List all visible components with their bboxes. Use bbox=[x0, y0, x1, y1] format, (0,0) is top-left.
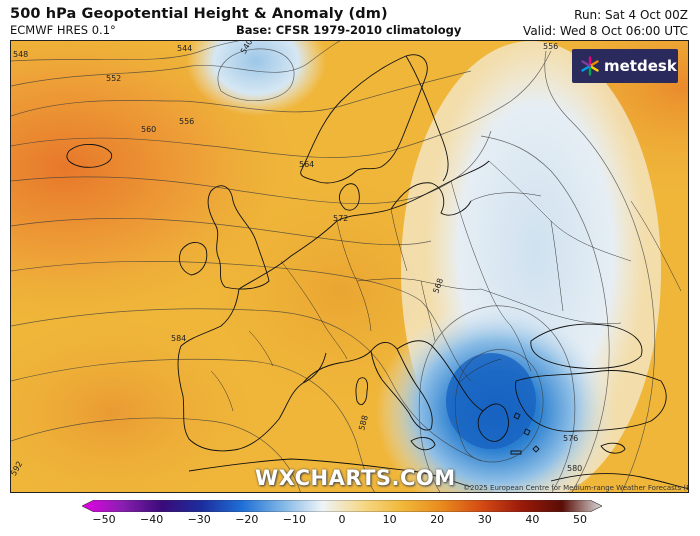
contour-label: 560 bbox=[141, 125, 156, 134]
anomaly-map[interactable]: 548 544 540 552 556 560 564 572 568 584 … bbox=[10, 40, 689, 493]
contour-label: 544 bbox=[177, 44, 192, 53]
coastlines bbox=[66, 54, 688, 490]
base-climatology-label: Base: CFSR 1979-2010 climatology bbox=[236, 23, 462, 37]
country-borders bbox=[210, 160, 682, 412]
watermark: WXCHARTS.COM bbox=[255, 466, 456, 490]
colorbar-bar bbox=[82, 500, 602, 512]
contour-label: 584 bbox=[171, 334, 186, 343]
contour-label: 572 bbox=[333, 214, 348, 223]
contour-label: 556 bbox=[179, 117, 194, 126]
colorbar-tick-label: −30 bbox=[187, 513, 211, 526]
colorbar-tick-label: −40 bbox=[139, 513, 164, 526]
colorbar-tick-label: −20 bbox=[235, 513, 259, 526]
contour-label: 580 bbox=[567, 464, 582, 473]
colorbar-ticks: −50 −40 −30 −20 −10 0 10 20 30 40 50 bbox=[0, 513, 700, 529]
contour-label: 576 bbox=[563, 434, 578, 443]
contour-label: 552 bbox=[106, 74, 121, 83]
colorbar-tick-label: 40 bbox=[525, 513, 540, 526]
metdesk-logo[interactable]: metdesk bbox=[572, 49, 678, 83]
chart-title: 500 hPa Geopotential Height & Anomaly (d… bbox=[10, 6, 388, 22]
colorbar-tick-label: 50 bbox=[573, 513, 587, 526]
colorbar-tick-label: 0 bbox=[338, 513, 346, 526]
colorbar-tick-label: 30 bbox=[477, 513, 492, 526]
contour-label: 564 bbox=[299, 160, 314, 169]
colorbar-tick-label: −50 bbox=[92, 513, 116, 526]
contour-labels: 548 544 540 552 556 560 564 572 568 584 … bbox=[11, 41, 582, 477]
copyright-notice: ©2025 European Centre for Medium-range W… bbox=[463, 484, 688, 492]
colorbar-tick-label: 20 bbox=[430, 513, 445, 526]
chart-header: 500 hPa Geopotential Height & Anomaly (d… bbox=[0, 0, 700, 40]
logo-text: metdesk bbox=[604, 57, 677, 75]
colorbar bbox=[82, 500, 602, 512]
run-label: Run: Sat 4 Oct 00Z bbox=[574, 8, 688, 22]
model-label: ECMWF HRES 0.1° bbox=[10, 23, 116, 37]
map-canvas: 548 544 540 552 556 560 564 572 568 584 … bbox=[11, 41, 688, 492]
colorbar-tick-label: 10 bbox=[382, 513, 397, 526]
contour-label: 588 bbox=[357, 414, 370, 431]
metdesk-star-icon bbox=[581, 56, 599, 76]
contour-label: 548 bbox=[13, 50, 28, 59]
colorbar-tick-label: −10 bbox=[282, 513, 306, 526]
contour-label: 556 bbox=[543, 42, 558, 51]
valid-label: Valid: Wed 8 Oct 06:00 UTC bbox=[523, 24, 688, 38]
